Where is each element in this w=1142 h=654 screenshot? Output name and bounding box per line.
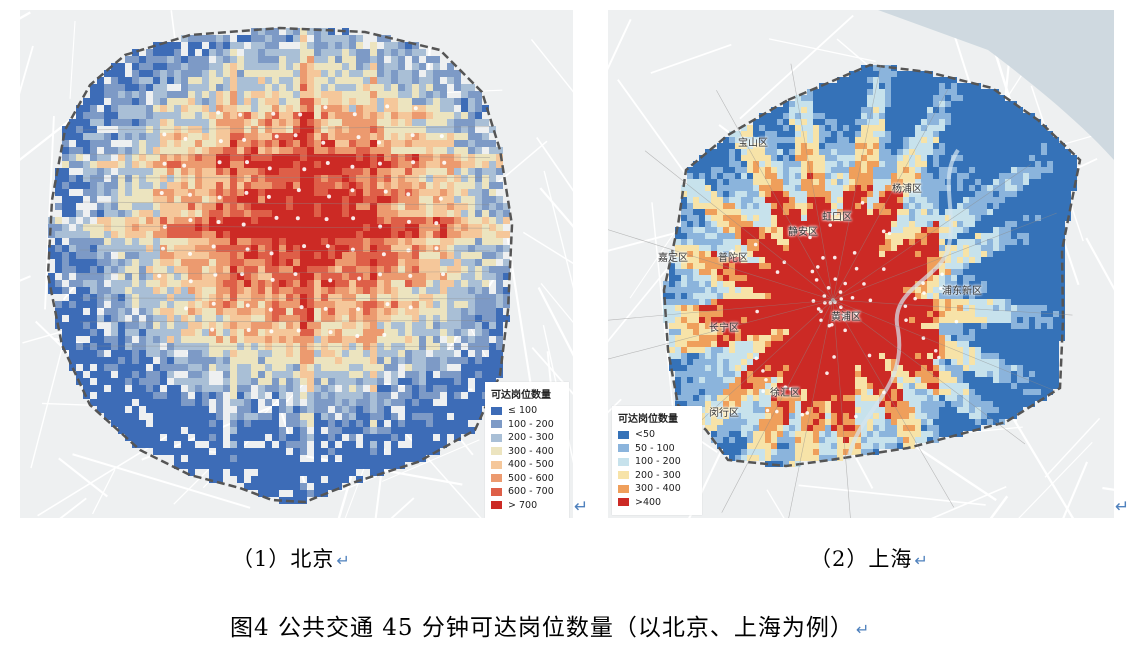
legend-swatch [491,501,502,510]
shanghai-caption: （2）上海 ↵ [810,543,929,573]
legend-swatch [618,444,629,453]
district-label-pudong: 浦东新区 [942,286,982,297]
legend-label: ≤ 100 [508,405,538,417]
district-label-changning: 长宁区 [709,323,739,334]
legend-label: 300 - 400 [635,483,681,495]
return-mark-icon: ↵ [914,551,929,570]
shanghai-legend: 可达岗位数量 <50 50 - 100 100 - 200 200 - 300 300 … [612,406,702,515]
legend-swatch [618,484,629,493]
shanghai-legend-item: 300 - 400 [618,482,694,496]
legend-swatch [491,447,502,456]
legend-swatch [491,433,502,442]
district-label-yangpu: 杨浦区 [892,184,922,195]
beijing-legend: 可达岗位数量 ≤ 100 100 - 200 200 - 300 300 - 400 4… [485,382,569,518]
beijing-legend-title: 可达岗位数量 [491,390,551,401]
beijing-caption: （1）北京 ↵ [232,543,351,573]
legend-label: 500 - 600 [508,472,554,484]
beijing-legend-item: 200 - 300 [491,431,561,445]
district-label-jingan: 静安区 [788,227,818,238]
legend-label: > 700 [508,499,538,511]
legend-label: 400 - 500 [508,459,554,471]
legend-label: 100 - 200 [508,418,554,430]
legend-swatch [618,471,629,480]
legend-label: 600 - 700 [508,486,554,498]
beijing-map: 可达岗位数量 ≤ 100 100 - 200 200 - 300 300 - 400 4… [20,10,573,518]
beijing-caption-text: （1）北京 [232,547,335,571]
shanghai-legend-title: 可达岗位数量 [618,414,678,425]
legend-swatch [491,406,502,415]
beijing-legend-item: 300 - 400 [491,445,561,459]
beijing-accessibility-map [20,10,573,518]
legend-label: <50 [635,429,656,441]
return-mark-icon: ↵ [574,497,589,517]
legend-swatch [618,457,629,466]
legend-label: 50 - 100 [635,442,675,454]
district-label-putuo: 普陀区 [718,253,748,264]
return-mark-icon: ↵ [336,551,351,570]
legend-swatch [491,474,502,483]
legend-swatch [491,420,502,429]
beijing-legend-item: 400 - 500 [491,458,561,472]
return-mark-icon: ↵ [855,620,871,639]
shanghai-legend-item: 100 - 200 [618,455,694,469]
beijing-legend-item: ≤ 100 [491,404,561,418]
beijing-legend-item: 600 - 700 [491,485,561,499]
legend-label: 100 - 200 [635,456,681,468]
shanghai-legend-item: 200 - 300 [618,469,694,483]
figure-title: 图4 公共交通 45 分钟可达岗位数量（以北京、上海为例） ↵ [230,608,870,642]
district-label-xuhui: 徐汇区 [770,388,800,399]
beijing-legend-item: 500 - 600 [491,472,561,486]
legend-swatch [491,460,502,469]
shanghai-caption-text: （2）上海 [810,547,913,571]
shanghai-map: 宝山区 杨浦区 虹口区 静安区 嘉定区 普陀区 浦东新区 长宁区 黄浦区 徐汇区… [608,10,1114,518]
district-label-huangpu: 黄浦区 [831,312,861,323]
legend-label: 200 - 300 [635,469,681,481]
legend-label: >400 [635,496,662,508]
district-label-minhang: 闵行区 [709,408,739,419]
legend-swatch [491,487,502,496]
shanghai-legend-item: 50 - 100 [618,442,694,456]
legend-label: 200 - 300 [508,432,554,444]
figure-title-text: 图4 公共交通 45 分钟可达岗位数量（以北京、上海为例） [230,615,854,641]
shanghai-accessibility-map [608,10,1114,518]
shanghai-legend-item: >400 [618,496,694,510]
legend-swatch [618,498,629,507]
legend-swatch [618,430,629,439]
shanghai-legend-item: <50 [618,428,694,442]
beijing-legend-item: > 700 [491,499,561,513]
district-label-jiading: 嘉定区 [658,253,688,264]
beijing-legend-item: 100 - 200 [491,418,561,432]
district-label-hongkou: 虹口区 [822,212,852,223]
district-label-baoshan: 宝山区 [738,138,768,149]
return-mark-icon: ↵ [1115,497,1130,517]
legend-label: 300 - 400 [508,445,554,457]
